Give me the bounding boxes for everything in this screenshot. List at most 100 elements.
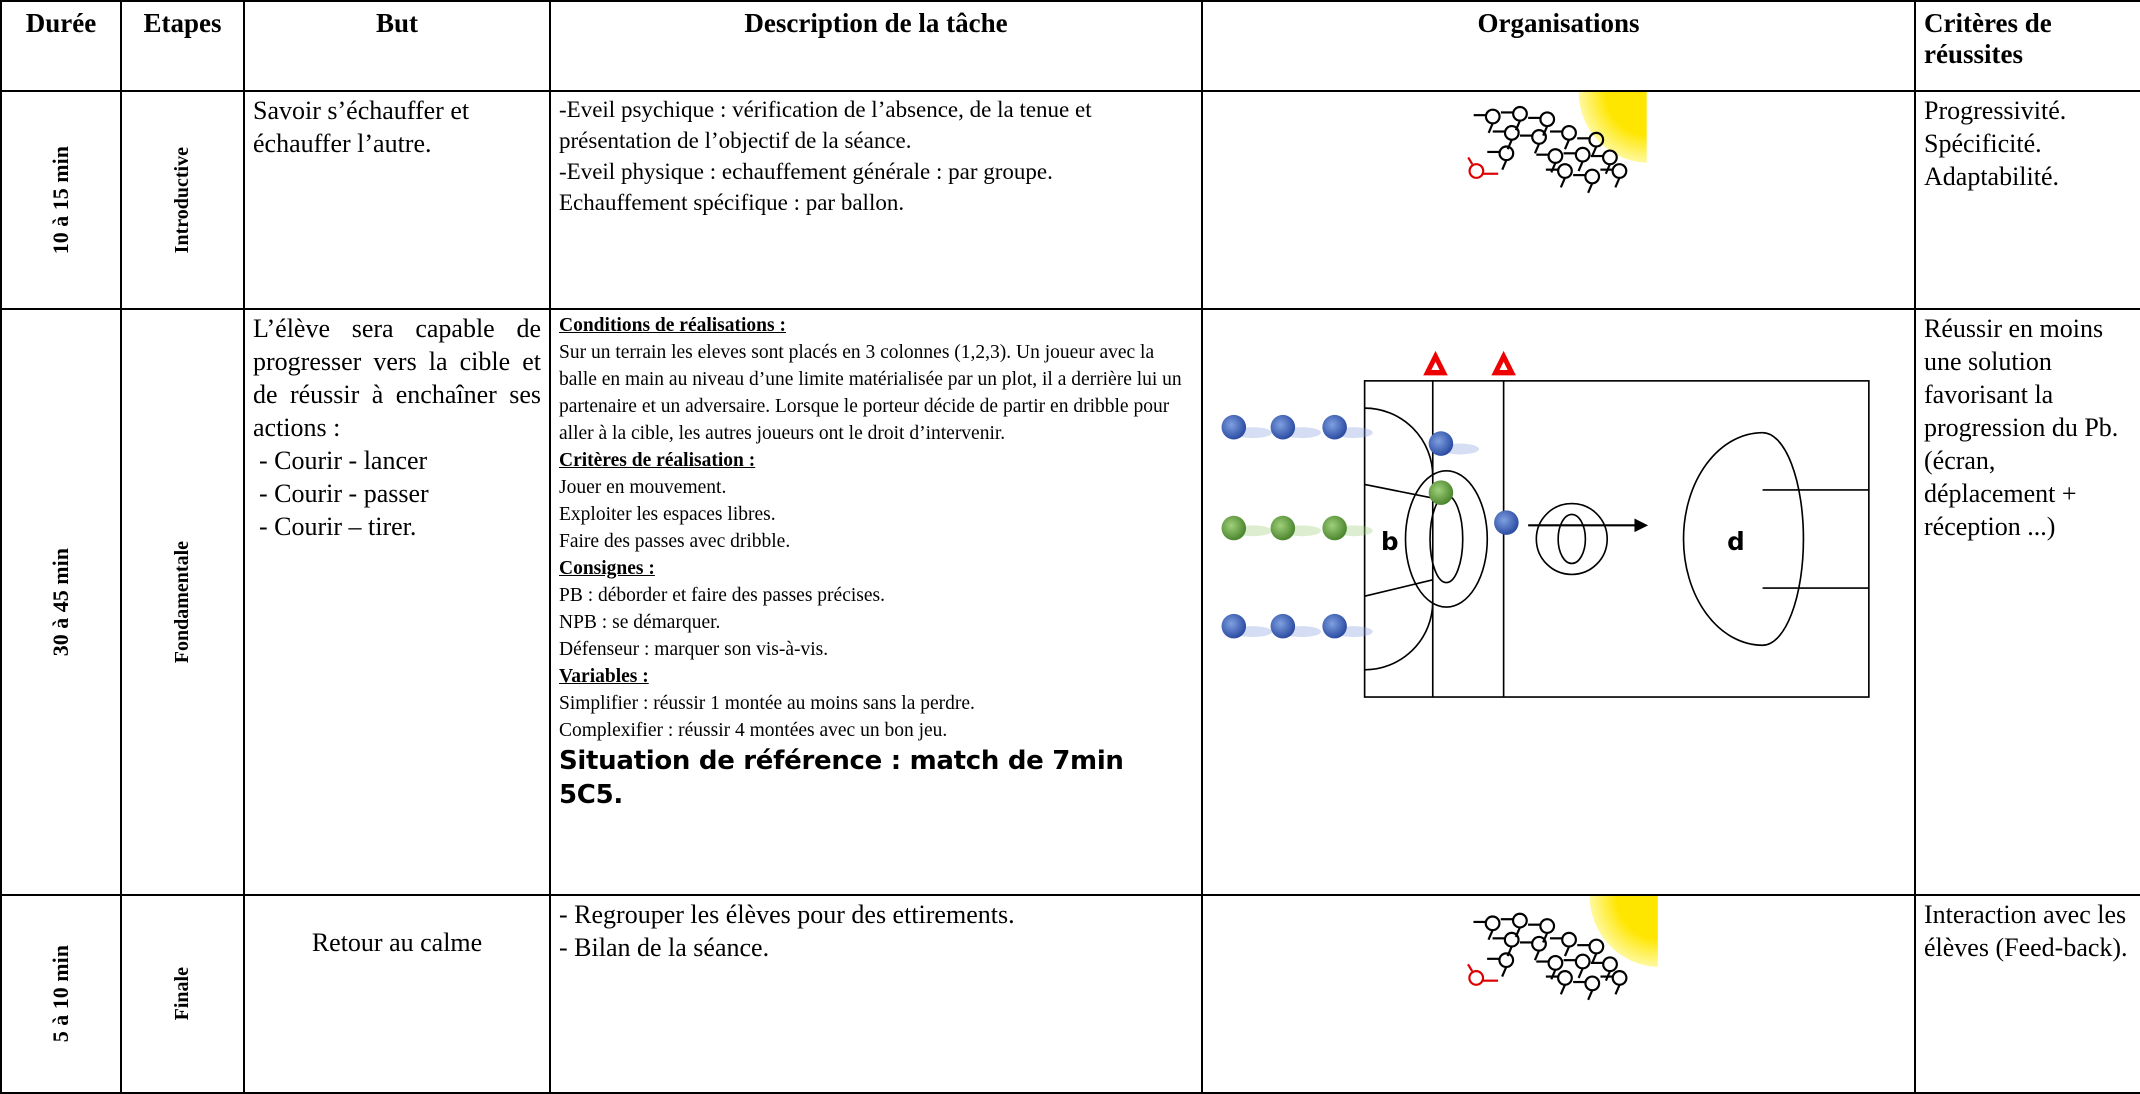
drawing-shape xyxy=(1467,156,1500,179)
drawing-shape xyxy=(1404,469,1489,608)
goal-item: - Courir – tirer. xyxy=(259,512,417,541)
description-line: Echauffement spécifique : par ballon. xyxy=(559,190,905,215)
drawing-shape xyxy=(1270,515,1296,541)
description-line: NPB : se démarquer. xyxy=(559,612,721,633)
cell: Retour au calme xyxy=(243,894,551,1094)
criteria: Interaction avec les élèves (Feed-back). xyxy=(1924,900,2128,962)
header-cell: Description de la tâche xyxy=(549,0,1203,92)
drawing-shape xyxy=(1518,935,1547,962)
criteria-line: Adaptabilité. xyxy=(1924,162,2060,191)
header-cell: Etapes xyxy=(120,0,245,92)
court-label: b xyxy=(1381,527,1399,556)
drawing-shape xyxy=(1364,579,1433,597)
description-line: Simplifier : réussir 1 montée au moins s… xyxy=(559,693,975,714)
cell: Interaction avec les élèves (Feed-back). xyxy=(1914,894,2140,1094)
drawing-shape xyxy=(1494,510,1519,535)
description-line: Défenseur : marquer son vis-à-vis. xyxy=(559,639,829,660)
header-cell: Organisations xyxy=(1201,0,1916,92)
drawing-shape xyxy=(1535,502,1609,576)
criteria-line: Spécificité. xyxy=(1924,129,2042,158)
drawing-shape xyxy=(1322,414,1347,440)
section-heading: Critères de réalisation : xyxy=(559,450,756,471)
stage: Introductive xyxy=(171,146,193,254)
drawing-shape xyxy=(1762,431,1805,647)
organisation: b d xyxy=(1201,308,1916,896)
drawing-shape xyxy=(1322,515,1347,541)
cell: Finale xyxy=(120,894,245,1094)
drawing-shape xyxy=(1572,168,1601,194)
drawing-shape xyxy=(1221,515,1247,541)
cell: 5 à 10 min xyxy=(0,894,122,1094)
cell: Savoir s’échauffer et échauffer l’autre. xyxy=(243,90,551,310)
description-line: Sur un terrain les eleves sont placés en… xyxy=(559,342,1182,444)
drawing-shape xyxy=(1486,952,1515,978)
goal: Retour au calme xyxy=(311,928,483,957)
description-line: -Eveil psychique : vérification de l’abs… xyxy=(559,97,1092,153)
drawing-shape xyxy=(1548,124,1577,151)
header-row: Durée Etapes But Description de la tâche… xyxy=(0,0,2140,92)
goal: Savoir s’échauffer et échauffer l’autre. xyxy=(253,96,470,158)
drawing-shape xyxy=(1486,145,1515,171)
drawing-shape xyxy=(1634,518,1649,533)
warmup-drawing xyxy=(1467,92,1647,194)
cell: - Regrouper les élèves pour des ettireme… xyxy=(549,894,1203,1094)
drawing-shape xyxy=(1466,963,1500,986)
drawing-shape xyxy=(1428,480,1454,505)
drawing-shape xyxy=(1428,431,1454,456)
drawing-shape xyxy=(1270,414,1296,440)
header-cell: But xyxy=(243,0,551,92)
drawing-shape xyxy=(1562,953,1591,980)
description-line: - Regrouper les élèves pour des ettireme… xyxy=(559,900,1015,929)
cell: Progressivité. Spécificité. Adaptabilité… xyxy=(1914,90,2140,310)
organisation xyxy=(1201,894,1916,1094)
drawing-shape xyxy=(1499,361,1508,370)
header-cell: Critères de réussites xyxy=(1914,0,2140,92)
row: 5 à 10 min Finale Retour au calme - Regr… xyxy=(0,894,2140,1094)
drawing-shape xyxy=(1472,915,1501,941)
organisation xyxy=(1201,90,1916,310)
description-line: - Bilan de la séance. xyxy=(559,933,770,962)
drawing-shape xyxy=(1682,431,1763,647)
drawing-shape xyxy=(1364,483,1433,499)
description-line: PB : déborder et faire des passes précis… xyxy=(559,585,885,606)
cell: Introductive xyxy=(120,90,245,310)
duration: 30 à 45 min xyxy=(48,547,73,657)
description-line: -Eveil physique : echauffement générale … xyxy=(559,159,1053,184)
row: 10 à 15 min Introductive Savoir s’échauf… xyxy=(0,90,2140,310)
drawing-shape xyxy=(1589,896,1658,968)
cell: L’élève sera capable de progresser vers … xyxy=(243,308,551,896)
goal: L’élève sera capable de progresser vers … xyxy=(253,314,541,442)
drawing-shape xyxy=(1572,975,1601,1001)
description-line: Complexifier : réussir 4 montées avec un… xyxy=(559,720,948,741)
drawing-shape xyxy=(1472,108,1501,134)
cell: Réussir en moins une solution favorisant… xyxy=(1914,308,2140,896)
description-line: Exploiter les espaces libres. xyxy=(559,504,776,525)
drawing-shape xyxy=(1233,427,1480,638)
drawing-shape xyxy=(1221,613,1247,639)
row: 30 à 45 min Fondamentale L’élève sera ca… xyxy=(0,308,2140,896)
drawing-shape xyxy=(1221,414,1247,440)
section-heading: Conditions de réalisations : xyxy=(559,315,786,336)
drawing-shape xyxy=(1562,146,1591,173)
drawing-shape xyxy=(1578,92,1647,163)
court-label: d xyxy=(1727,527,1745,556)
drawing-shape xyxy=(1363,380,1870,698)
cell: 30 à 45 min xyxy=(0,308,122,896)
goal-item: - Courir - lancer xyxy=(259,446,428,475)
drawing-shape xyxy=(1364,601,1434,671)
drawing-shape xyxy=(1431,361,1440,370)
drawing-shape xyxy=(1548,931,1577,958)
drawing-shape xyxy=(1363,380,1870,698)
drawing-shape xyxy=(1599,970,1628,996)
goal-item: - Courir - passer xyxy=(259,479,429,508)
section-heading: Variables : xyxy=(559,666,649,687)
drawing-shape xyxy=(1557,513,1587,565)
drawing-shape xyxy=(1322,613,1347,639)
reference-situation: Situation de référence : match de 7min 5… xyxy=(559,746,1124,810)
description-line: Jouer en mouvement. xyxy=(559,477,727,498)
court-drawing: b d xyxy=(1221,350,1870,698)
drawing-shape xyxy=(1544,970,1573,996)
cell: Conditions de réalisations : Sur un terr… xyxy=(549,308,1203,896)
